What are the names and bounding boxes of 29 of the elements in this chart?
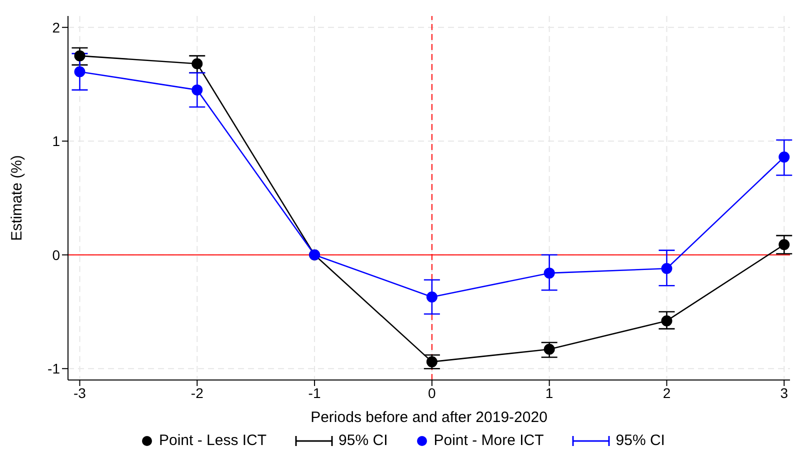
point — [74, 50, 86, 62]
point — [544, 268, 555, 279]
point — [778, 239, 790, 250]
text: 95% CI — [616, 432, 665, 449]
legend-label: Point - Less ICT — [159, 432, 267, 449]
x-tick-label: -1 — [308, 384, 321, 401]
point — [192, 84, 203, 96]
y-tick-label: 1 — [52, 133, 60, 150]
x-tick-label: -2 — [190, 384, 204, 401]
point — [661, 263, 672, 274]
text: 95% CI — [338, 432, 388, 449]
x-tick-label: 1 — [545, 384, 554, 401]
point — [426, 356, 438, 368]
y-tick-label: 2 — [52, 19, 60, 36]
point — [74, 66, 86, 78]
y-axis-title: Estimate (%) — [8, 155, 26, 241]
legend-label: Point - More ICT — [434, 432, 544, 449]
point — [778, 152, 790, 163]
y-tick-label: -1 — [48, 360, 60, 377]
point — [661, 315, 672, 326]
point — [426, 291, 438, 302]
x-tick-label: 2 — [662, 384, 671, 401]
x-tick-label: -3 — [74, 384, 86, 401]
point — [544, 344, 555, 355]
x-tick-label: 3 — [780, 384, 788, 401]
point — [192, 58, 203, 70]
x-tick-label: 0 — [428, 384, 436, 401]
y-tick-label: 0 — [52, 246, 60, 263]
x-axis-title: Periods before and after 2019-2020 — [310, 409, 548, 426]
